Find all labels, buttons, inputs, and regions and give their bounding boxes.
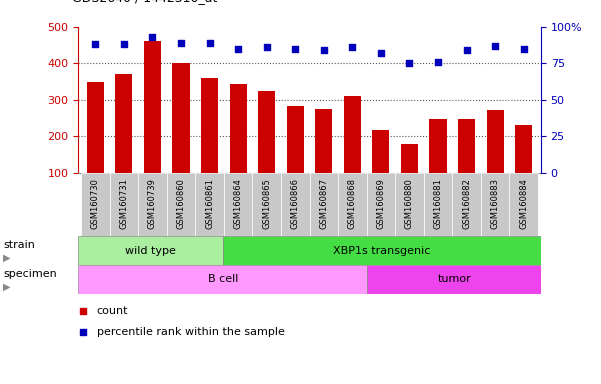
Bar bbox=[109, 173, 138, 236]
Text: ▶: ▶ bbox=[3, 253, 10, 263]
Text: GSM160884: GSM160884 bbox=[519, 178, 528, 229]
Point bbox=[119, 41, 129, 48]
Point bbox=[490, 43, 500, 49]
Text: GSM160883: GSM160883 bbox=[490, 178, 499, 229]
Point bbox=[404, 60, 414, 66]
Bar bbox=[424, 173, 453, 236]
Bar bbox=[453, 173, 481, 236]
Point bbox=[205, 40, 215, 46]
Text: specimen: specimen bbox=[3, 268, 56, 279]
Bar bbox=[201, 78, 218, 173]
Bar bbox=[81, 173, 109, 236]
Bar bbox=[230, 84, 246, 173]
Bar bbox=[401, 144, 418, 173]
Point bbox=[347, 56, 356, 62]
Bar bbox=[316, 109, 332, 173]
Bar bbox=[510, 173, 538, 236]
Bar bbox=[338, 173, 367, 236]
Bar bbox=[195, 173, 224, 236]
Text: GDS2640 / 1442310_at: GDS2640 / 1442310_at bbox=[72, 0, 218, 4]
Point bbox=[519, 46, 528, 52]
Bar bbox=[258, 91, 275, 173]
Text: GSM160881: GSM160881 bbox=[433, 178, 442, 229]
Bar bbox=[115, 74, 132, 173]
Bar bbox=[87, 82, 104, 173]
Bar bbox=[224, 173, 252, 236]
Text: GSM160868: GSM160868 bbox=[348, 178, 357, 229]
Point bbox=[347, 248, 356, 254]
Text: GSM160739: GSM160739 bbox=[148, 178, 157, 229]
Bar bbox=[287, 106, 304, 173]
Point bbox=[290, 46, 300, 52]
Bar bbox=[395, 173, 424, 236]
Bar bbox=[487, 110, 504, 173]
Bar bbox=[138, 173, 166, 236]
Bar bbox=[515, 125, 532, 173]
Text: GSM160867: GSM160867 bbox=[319, 178, 328, 229]
Bar bbox=[481, 173, 510, 236]
Text: wild type: wild type bbox=[125, 245, 176, 256]
Bar bbox=[373, 131, 389, 173]
Point bbox=[91, 41, 100, 48]
Bar bbox=[172, 63, 189, 173]
Bar bbox=[344, 96, 361, 173]
Point bbox=[148, 34, 157, 40]
Point bbox=[462, 47, 471, 53]
Point bbox=[262, 44, 272, 50]
Text: XBP1s transgenic: XBP1s transgenic bbox=[333, 245, 430, 256]
Text: GSM160865: GSM160865 bbox=[262, 178, 271, 229]
Text: B cell: B cell bbox=[207, 274, 238, 285]
Point bbox=[233, 46, 243, 52]
Bar bbox=[252, 173, 281, 236]
Bar bbox=[166, 173, 195, 236]
Bar bbox=[458, 119, 475, 173]
Bar bbox=[367, 265, 541, 294]
Text: strain: strain bbox=[3, 240, 35, 250]
Point bbox=[433, 59, 443, 65]
Text: percentile rank within the sample: percentile rank within the sample bbox=[97, 327, 284, 337]
Text: tumor: tumor bbox=[438, 274, 471, 285]
Text: GSM160861: GSM160861 bbox=[205, 178, 214, 229]
Text: GSM160860: GSM160860 bbox=[177, 178, 186, 229]
Point bbox=[376, 50, 386, 56]
Text: GSM160866: GSM160866 bbox=[291, 178, 300, 229]
Bar bbox=[281, 173, 310, 236]
Text: count: count bbox=[97, 306, 128, 316]
Text: GSM160730: GSM160730 bbox=[91, 178, 100, 229]
Bar bbox=[310, 173, 338, 236]
Point bbox=[176, 40, 186, 46]
Text: GSM160864: GSM160864 bbox=[234, 178, 243, 229]
Point bbox=[319, 47, 329, 53]
Bar bbox=[78, 265, 367, 294]
Text: GSM160880: GSM160880 bbox=[405, 178, 414, 229]
Text: ▶: ▶ bbox=[3, 281, 10, 291]
Bar bbox=[78, 236, 223, 265]
Text: GSM160731: GSM160731 bbox=[120, 178, 129, 229]
Text: GSM160882: GSM160882 bbox=[462, 178, 471, 229]
Point bbox=[347, 44, 357, 50]
Bar bbox=[430, 119, 447, 173]
Bar bbox=[223, 236, 541, 265]
Text: GSM160869: GSM160869 bbox=[376, 178, 385, 229]
Bar bbox=[144, 41, 161, 173]
Bar bbox=[367, 173, 395, 236]
